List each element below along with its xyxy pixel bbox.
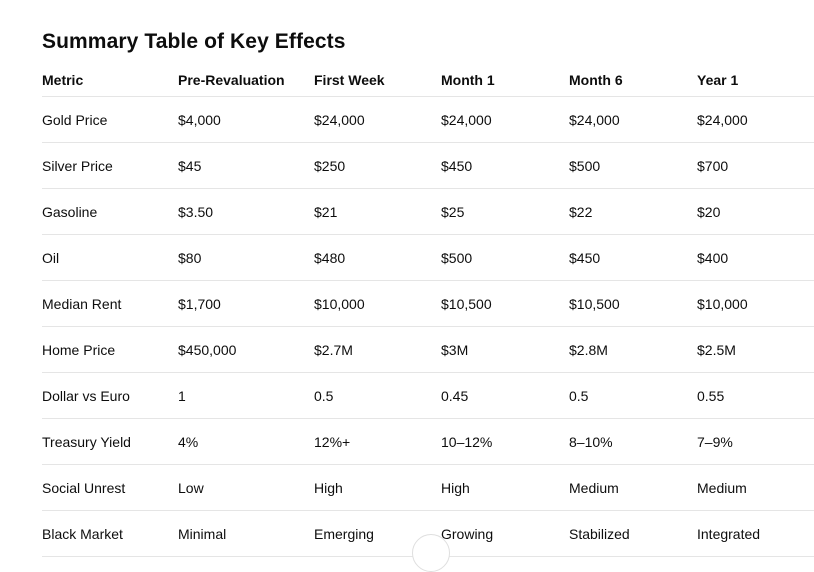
column-header-month-6: Month 6 [569, 71, 623, 88]
table-row-social-unrest: Social Unrest Low High High Medium Medium [42, 465, 814, 511]
metric-cell: Gold Price [42, 111, 108, 128]
value-cell: $4,000 [178, 111, 221, 128]
value-cell: Integrated [697, 525, 761, 542]
value-cell: 0.5 [569, 387, 589, 404]
value-cell: $10,000 [314, 295, 365, 312]
value-cell: $24,000 [314, 111, 365, 128]
table-row-gold-price: Gold Price $4,000 $24,000 $24,000 $24,000 $24… [42, 97, 814, 143]
value-cell: $500 [569, 157, 601, 174]
column-header-metric: Metric [42, 71, 84, 88]
table-row-oil: Oil $80 $480 $500 $450 $400 [42, 235, 814, 281]
content-area: Summary Table of Key Effects Metric Pre-R… [42, 30, 814, 557]
value-cell: Growing [441, 525, 494, 542]
value-cell: $24,000 [569, 111, 620, 128]
value-cell: $2.5M [697, 341, 736, 358]
value-cell: 0.5 [314, 387, 334, 404]
value-cell: 0.55 [697, 387, 725, 404]
table-row-median-rent: Median Rent $1,700 $10,000 $10,500 $10,500 $1… [42, 281, 814, 327]
table-body: Gold Price $4,000 $24,000 $24,000 $24,000 $24… [42, 97, 814, 557]
metric-cell: Median Rent [42, 295, 122, 312]
metric-cell: Social Unrest [42, 479, 126, 496]
value-cell: Medium [697, 479, 747, 496]
value-cell: $22 [569, 203, 593, 220]
metric-cell: Home Price [42, 341, 116, 358]
value-cell: $2.8M [569, 341, 608, 358]
metric-cell: Black Market [42, 525, 123, 542]
value-cell: $10,500 [441, 295, 492, 312]
value-cell: $21 [314, 203, 338, 220]
value-cell: $700 [697, 157, 729, 174]
column-header-month-1: Month 1 [441, 71, 495, 88]
value-cell: High [441, 479, 470, 496]
value-cell: $450,000 [178, 341, 237, 358]
value-cell: $24,000 [697, 111, 748, 128]
value-cell: $24,000 [441, 111, 492, 128]
table-row-silver-price: Silver Price $45 $250 $450 $500 $700 [42, 143, 814, 189]
value-cell: $2.7M [314, 341, 353, 358]
metric-cell: Silver Price [42, 157, 113, 174]
value-cell: $450 [569, 249, 601, 266]
value-cell: High [314, 479, 343, 496]
metric-cell: Treasury Yield [42, 433, 131, 450]
value-cell: 7–9% [697, 433, 733, 450]
value-cell: $250 [314, 157, 346, 174]
value-cell: $3M [441, 341, 469, 358]
table-row-home-price: Home Price $450,000 $2.7M $3M $2.8M $2.5M [42, 327, 814, 373]
column-header-pre-revaluation: Pre-Revaluation [178, 71, 285, 88]
value-cell: Medium [569, 479, 619, 496]
table-row-gasoline: Gasoline $3.50 $21 $25 $22 $20 [42, 189, 814, 235]
value-cell: 8–10% [569, 433, 613, 450]
value-cell: $480 [314, 249, 346, 266]
column-header-year-1: Year 1 [697, 71, 739, 88]
value-cell: 10–12% [441, 433, 493, 450]
value-cell: 1 [178, 387, 186, 404]
value-cell: $450 [441, 157, 473, 174]
value-cell: 4% [178, 433, 199, 450]
value-cell: 0.45 [441, 387, 469, 404]
value-cell: $400 [697, 249, 729, 266]
value-cell: $10,500 [569, 295, 620, 312]
table-header-row: Metric Pre-Revaluation First Week Month 1 Mo… [42, 63, 814, 97]
metric-cell: Oil [42, 249, 60, 266]
value-cell: 12%+ [314, 433, 351, 450]
value-cell: Low [178, 479, 204, 496]
value-cell: Emerging [314, 525, 374, 542]
value-cell: $45 [178, 157, 202, 174]
metric-cell: Dollar vs Euro [42, 387, 130, 404]
value-cell: $1,700 [178, 295, 221, 312]
metric-cell: Gasoline [42, 203, 98, 220]
value-cell: $500 [441, 249, 473, 266]
value-cell: Stabilized [569, 525, 630, 542]
value-cell: $25 [441, 203, 465, 220]
scroll-down-button-partial[interactable] [412, 534, 450, 572]
value-cell: $10,000 [697, 295, 748, 312]
summary-table: Metric Pre-Revaluation First Week Month 1 Mo… [42, 63, 814, 557]
page-title: Summary Table of Key Effects [42, 30, 346, 53]
column-header-first-week: First Week [314, 71, 385, 88]
value-cell: Minimal [178, 525, 227, 542]
value-cell: $3.50 [178, 203, 214, 220]
value-cell: $80 [178, 249, 202, 266]
table-row-treasury-yield: Treasury Yield 4% 12%+ 10–12% 8–10% 7–9% [42, 419, 814, 465]
value-cell: $20 [697, 203, 721, 220]
table-row-dollar-vs-euro: Dollar vs Euro 1 0.5 0.45 0.5 0.55 [42, 373, 814, 419]
